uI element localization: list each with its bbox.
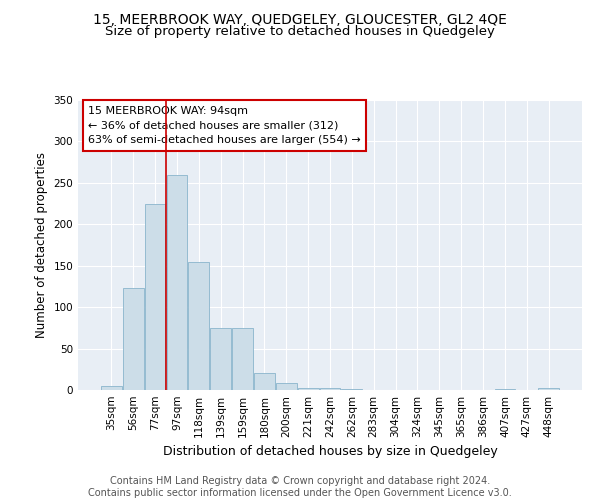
Y-axis label: Number of detached properties: Number of detached properties [35,152,48,338]
Bar [232,328,253,390]
Text: 15, MEERBROOK WAY, QUEDGELEY, GLOUCESTER, GL2 4QE: 15, MEERBROOK WAY, QUEDGELEY, GLOUCESTER… [93,12,507,26]
Bar [341,389,362,390]
Bar [145,204,166,390]
Text: 15 MEERBROOK WAY: 94sqm
← 36% of detached houses are smaller (312)
63% of semi-d: 15 MEERBROOK WAY: 94sqm ← 36% of detache… [88,106,361,146]
Bar [123,288,143,390]
Bar [254,374,275,390]
Text: Size of property relative to detached houses in Quedgeley: Size of property relative to detached ho… [105,25,495,38]
Bar [298,388,319,390]
X-axis label: Distribution of detached houses by size in Quedgeley: Distribution of detached houses by size … [163,446,497,458]
Bar [101,386,122,390]
Bar [320,388,340,390]
Text: Contains HM Land Registry data © Crown copyright and database right 2024.
Contai: Contains HM Land Registry data © Crown c… [88,476,512,498]
Bar [167,174,187,390]
Bar [210,328,231,390]
Bar [538,388,559,390]
Bar [188,262,209,390]
Bar [494,389,515,390]
Bar [276,384,296,390]
